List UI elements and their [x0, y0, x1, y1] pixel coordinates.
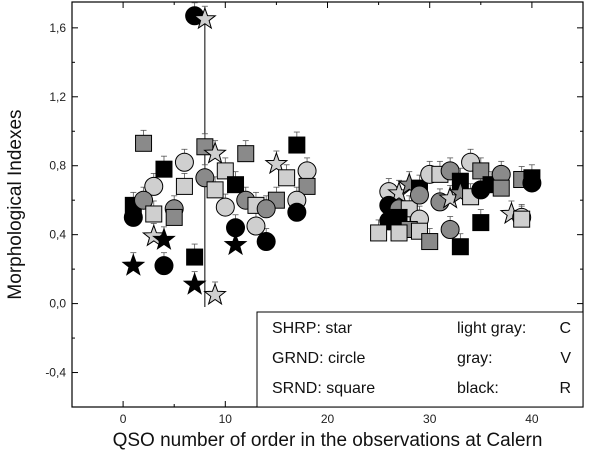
- x-tick-label: 10: [219, 412, 233, 426]
- data-point-square: [472, 162, 490, 180]
- legend-color-gray: gray:: [457, 350, 493, 367]
- data-point-square: [492, 179, 510, 197]
- x-tick-label: 20: [321, 412, 335, 426]
- data-point-square: [451, 238, 469, 256]
- y-axis-label: Morphological Indexes: [5, 109, 26, 299]
- y-tick-label: -0,4: [45, 366, 66, 380]
- legend-color-light-gray: light gray:: [457, 320, 526, 337]
- data-point-circle: [144, 176, 164, 196]
- data-point-square: [216, 162, 234, 180]
- legend-band-c: C: [559, 320, 571, 337]
- data-point-square: [278, 169, 296, 187]
- data-point-square: [165, 208, 183, 226]
- legend-shape-circle: GRND: circle: [272, 350, 365, 367]
- data-point-square: [135, 134, 153, 152]
- data-point-square: [288, 136, 306, 154]
- y-tick-label: 0,4: [49, 228, 66, 242]
- x-axis-label: QSO number of order in the observations …: [113, 430, 543, 451]
- data-point-circle: [256, 232, 276, 252]
- x-tick-label: 40: [525, 412, 539, 426]
- data-point-star: [203, 141, 227, 164]
- data-point-square: [227, 176, 245, 194]
- data-point-star: [152, 227, 176, 250]
- data-point-circle: [123, 207, 143, 227]
- legend-shape-star: SHRP: star: [272, 320, 353, 337]
- y-tick-label: 1,6: [49, 21, 66, 35]
- x-tick-label: 0: [120, 412, 127, 426]
- data-point-square: [390, 224, 408, 242]
- x-tick-label: 30: [423, 412, 437, 426]
- data-point-star: [223, 232, 248, 256]
- data-point-circle: [471, 180, 491, 200]
- legend-box: [256, 311, 584, 408]
- data-point-circle: [134, 190, 154, 210]
- data-point-square: [513, 210, 531, 228]
- data-point-circle: [440, 219, 460, 239]
- data-points: [121, 6, 542, 306]
- data-point-star: [141, 223, 166, 247]
- data-point-square: [421, 233, 439, 251]
- legend-color-black: black:: [457, 380, 499, 397]
- y-tick-label: 0,0: [49, 297, 66, 311]
- data-point-star: [264, 151, 289, 175]
- legend-band-v: V: [560, 350, 571, 367]
- data-point-square: [155, 160, 173, 178]
- data-point-star: [192, 6, 217, 30]
- data-point-circle: [409, 185, 429, 205]
- data-point-square: [298, 177, 316, 195]
- legend: SHRP: star GRND: circle SRND: square lig…: [256, 311, 584, 408]
- data-point-circle: [174, 152, 194, 172]
- legend-shape-square: SRND: square: [272, 380, 375, 397]
- data-point-star: [203, 282, 227, 306]
- data-point-square: [237, 145, 255, 163]
- data-point-star: [182, 272, 207, 295]
- data-point-circle: [256, 199, 276, 219]
- data-point-square: [145, 205, 163, 223]
- y-tick-label: 1,2: [49, 90, 66, 104]
- data-point-circle: [287, 202, 307, 222]
- data-point-square: [175, 177, 193, 195]
- legend-band-r: R: [559, 380, 571, 397]
- data-point-circle: [154, 256, 174, 276]
- data-point-square: [523, 169, 541, 187]
- data-point-square: [206, 181, 224, 199]
- data-point-star: [121, 253, 146, 276]
- y-tick-label: 0,8: [49, 159, 66, 173]
- data-point-circle: [215, 197, 235, 217]
- data-point-circle: [246, 216, 266, 236]
- data-point-circle: [297, 161, 317, 181]
- data-point-square: [186, 248, 204, 266]
- data-point-square: [472, 214, 490, 232]
- data-point-square: [370, 224, 388, 242]
